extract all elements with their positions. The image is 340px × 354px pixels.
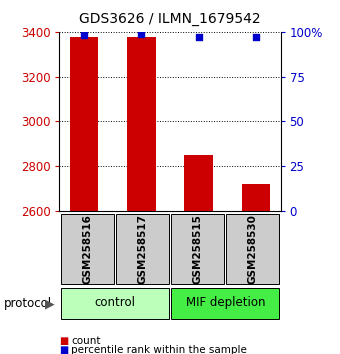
Text: GSM258516: GSM258516 xyxy=(82,214,92,284)
Text: MIF depletion: MIF depletion xyxy=(186,296,265,309)
Bar xyxy=(116,214,169,284)
Text: protocol: protocol xyxy=(3,297,52,310)
Text: count: count xyxy=(71,336,101,346)
Point xyxy=(139,31,144,37)
Bar xyxy=(127,37,156,211)
Text: ■: ■ xyxy=(59,346,69,354)
Text: GSM258515: GSM258515 xyxy=(193,214,203,284)
Point xyxy=(81,32,87,38)
Bar xyxy=(226,214,279,284)
Bar xyxy=(184,155,213,211)
Bar xyxy=(242,184,270,211)
Text: GSM258517: GSM258517 xyxy=(137,214,147,284)
Bar xyxy=(70,37,98,211)
Point xyxy=(196,34,201,40)
Bar xyxy=(61,214,114,284)
Text: percentile rank within the sample: percentile rank within the sample xyxy=(71,346,247,354)
Point xyxy=(253,34,259,40)
Text: GDS3626 / ILMN_1679542: GDS3626 / ILMN_1679542 xyxy=(79,12,261,27)
Text: ▶: ▶ xyxy=(46,297,55,310)
Text: ■: ■ xyxy=(59,336,69,346)
Bar xyxy=(171,214,224,284)
Text: GSM258530: GSM258530 xyxy=(248,214,258,284)
Bar xyxy=(61,289,169,319)
Bar xyxy=(171,289,279,319)
Text: control: control xyxy=(94,296,135,309)
